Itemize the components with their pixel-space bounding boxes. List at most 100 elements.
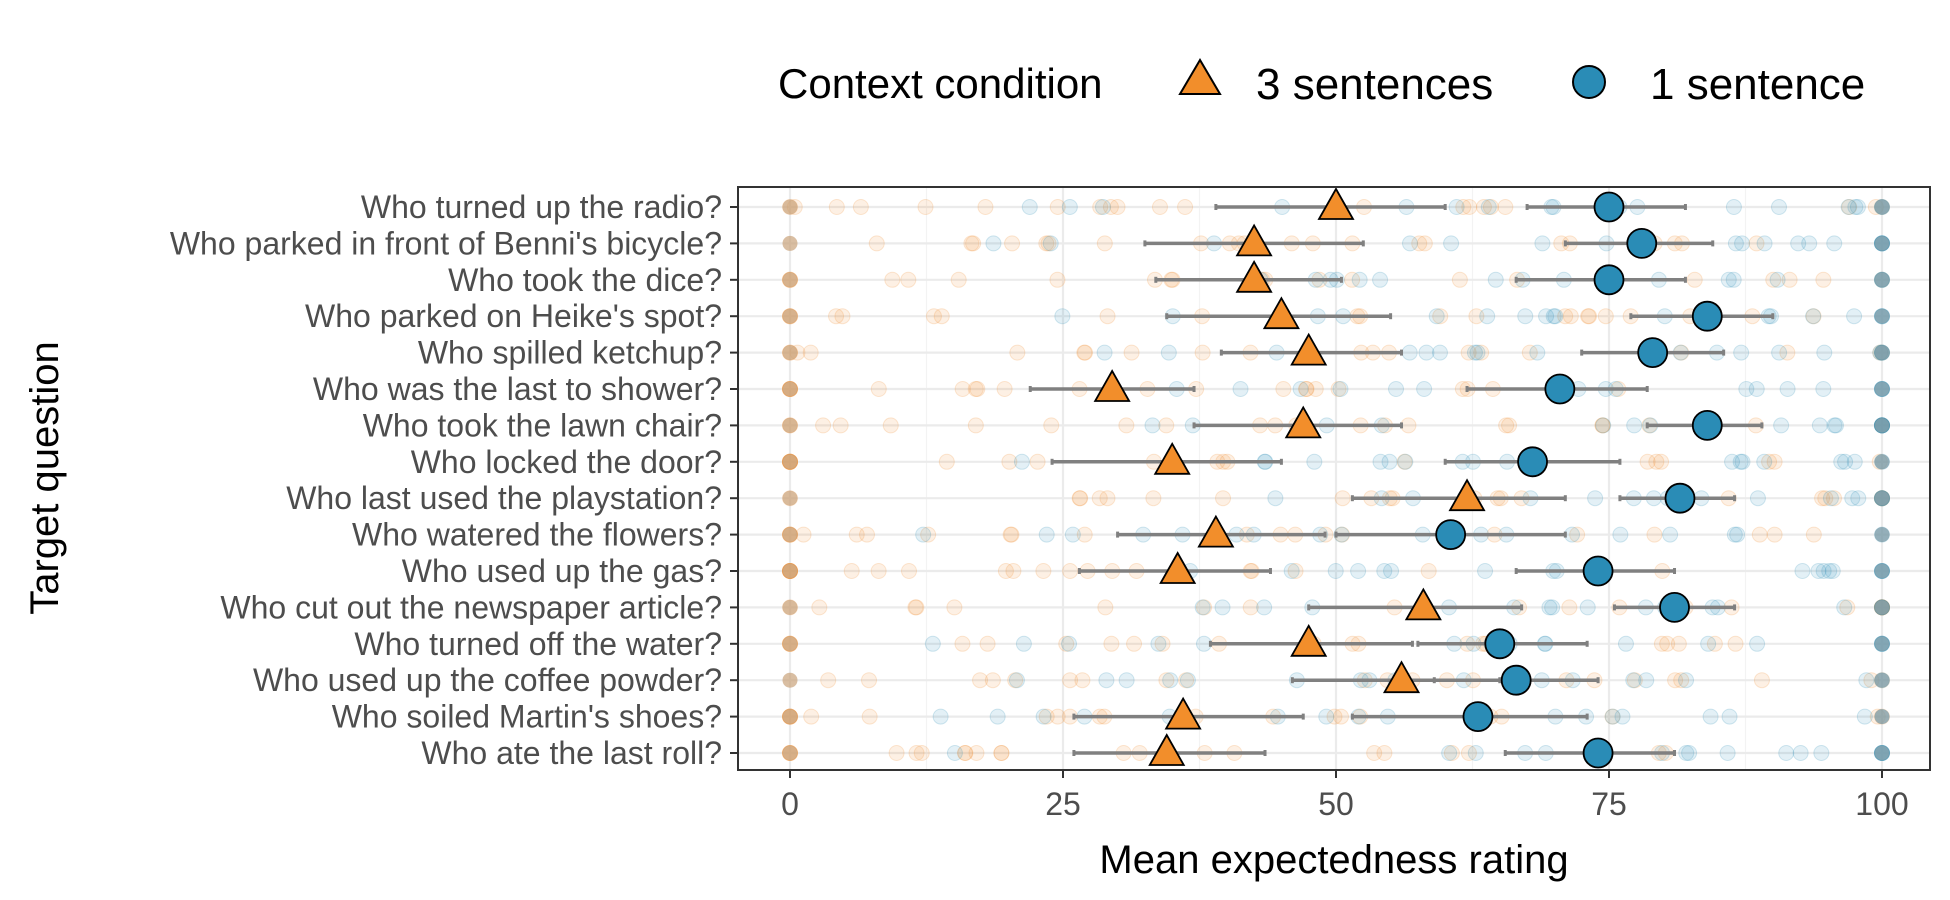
observation-point-1-sentence xyxy=(1397,453,1414,470)
observation-point-hundred xyxy=(1874,308,1890,324)
x-tick-label: 75 xyxy=(1591,786,1627,822)
observation-point-1-sentence xyxy=(1856,708,1873,725)
observation-point-1-sentence xyxy=(1815,381,1832,397)
mean-point-1-sentence xyxy=(1462,701,1494,732)
observation-point-3-sentences xyxy=(882,417,899,434)
observation-point-hundred xyxy=(1874,345,1890,361)
observation-point-zero xyxy=(782,308,798,324)
observation-point-1-sentence xyxy=(1827,417,1844,434)
legend: Context condition 3 sentences 1 sentence xyxy=(778,58,1865,109)
observation-point-3-sentences xyxy=(1396,453,1413,470)
observation-point-3-sentences xyxy=(828,308,845,325)
observation-point-3-sentences xyxy=(1766,526,1783,543)
y-tick-label: Who took the lawn chair? xyxy=(363,407,722,443)
mean-point-1-sentence xyxy=(1435,519,1467,550)
observation-point-1-sentence xyxy=(1118,672,1135,689)
observation-point-3-sentences xyxy=(1501,417,1518,434)
observation-point-zero xyxy=(782,345,798,361)
mean-point-1-sentence xyxy=(1582,555,1614,587)
observation-point-1-sentence xyxy=(1194,599,1211,616)
observation-point-3-sentences xyxy=(946,599,963,616)
observation-point-3-sentences xyxy=(1326,708,1343,725)
observation-point-1-sentence xyxy=(1844,490,1861,507)
observation-point-3-sentences xyxy=(815,417,832,434)
observation-point-1-sentence xyxy=(1702,708,1719,725)
observation-point-1-sentence xyxy=(985,235,1002,252)
observation-point-1-sentence xyxy=(1748,381,1765,397)
observation-point-hundred xyxy=(1874,490,1890,506)
observation-point-3-sentences xyxy=(1475,199,1492,215)
observation-point-1-sentence xyxy=(1815,563,1832,579)
observation-point-3-sentences xyxy=(1604,708,1621,725)
observation-point-3-sentences xyxy=(925,308,942,325)
observation-point-3-sentences xyxy=(1432,308,1449,325)
observation-point-1-sentence xyxy=(1448,199,1465,215)
observation-point-1-sentence xyxy=(1064,526,1081,543)
observation-point-hundred xyxy=(1874,636,1890,652)
observation-point-1-sentence xyxy=(1418,344,1435,361)
observation-point-3-sentences xyxy=(1074,672,1091,689)
observation-point-1-sentence xyxy=(1734,235,1751,252)
observation-point-3-sentences xyxy=(1653,635,1670,652)
observation-point-3-sentences xyxy=(1659,635,1676,652)
observation-point-1-sentence xyxy=(1837,453,1854,470)
observation-point-1-sentence xyxy=(1849,199,1866,215)
observation-point-zero xyxy=(782,672,798,688)
observation-point-3-sentences xyxy=(1461,199,1478,215)
mean-point-3-sentences xyxy=(1448,478,1486,512)
observation-point-3-sentences xyxy=(1009,344,1026,361)
observation-point-3-sentences xyxy=(977,199,994,215)
observation-point-zero xyxy=(782,235,798,251)
x-tick-label: 0 xyxy=(781,786,799,822)
observation-point-1-sentence xyxy=(1681,745,1698,761)
observation-point-3-sentences xyxy=(917,199,934,215)
observation-point-3-sentences xyxy=(1765,271,1782,288)
observation-point-1-sentence xyxy=(1858,672,1875,689)
observation-point-3-sentences xyxy=(1468,308,1485,325)
observation-point-3-sentences xyxy=(1178,672,1195,689)
observation-point-3-sentences xyxy=(1673,672,1690,689)
observation-point-1-sentence xyxy=(1150,635,1167,652)
observation-point-3-sentences xyxy=(1077,344,1094,361)
y-tick-label: Who soiled Martin's shoes? xyxy=(332,699,722,735)
observation-point-1-sentence xyxy=(1749,635,1766,652)
mean-point-3-sentences xyxy=(1093,369,1131,402)
observation-point-1-sentence xyxy=(1469,344,1486,361)
observation-point-3-sentences xyxy=(1158,672,1175,689)
observation-point-1-sentence xyxy=(1846,453,1863,470)
observation-point-1-sentence xyxy=(1727,235,1744,252)
observation-point-3-sentences xyxy=(832,417,849,434)
mean-point-3-sentences xyxy=(1382,660,1421,694)
observation-point-3-sentences xyxy=(1667,672,1684,689)
x-tick-label: 50 xyxy=(1318,786,1354,822)
observation-point-3-sentences xyxy=(1242,599,1259,616)
observation-point-3-sentences xyxy=(967,381,984,397)
mean-point-3-sentences xyxy=(1290,332,1328,366)
observation-point-hundred xyxy=(1874,527,1890,543)
observation-point-3-sentences xyxy=(848,526,865,543)
observation-point-3-sentences xyxy=(861,708,878,725)
mean-point-1-sentence xyxy=(1544,373,1576,405)
observation-point-3-sentences xyxy=(996,381,1013,397)
observation-point-1-sentence xyxy=(1721,708,1738,725)
observation-point-1-sentence xyxy=(1625,672,1642,689)
observation-point-1-sentence xyxy=(1038,526,1055,543)
observation-point-3-sentences xyxy=(968,745,985,761)
observation-point-3-sentences xyxy=(1076,344,1093,361)
observation-point-1-sentence xyxy=(1846,308,1863,325)
y-tick-label: Who parked on Heike's spot? xyxy=(305,298,722,334)
observation-point-zero xyxy=(782,490,798,506)
observation-point-1-sentence xyxy=(1383,563,1400,579)
y-tick-label: Who last used the playstation? xyxy=(286,480,722,516)
observation-point-3-sentences xyxy=(1091,490,1108,507)
observation-point-3-sentences xyxy=(1766,453,1783,470)
observation-point-3-sentences xyxy=(802,344,819,361)
observation-point-3-sentences xyxy=(900,563,917,579)
observation-point-1-sentence xyxy=(1587,490,1604,507)
observation-point-3-sentences xyxy=(1049,271,1066,288)
mean-point-1-sentence xyxy=(1691,300,1723,332)
observation-point-1-sentence xyxy=(1778,745,1795,761)
observation-point-1-sentence xyxy=(1013,453,1030,470)
observation-point-1-sentence xyxy=(1700,635,1717,652)
y-tick-label: Who turned off the water? xyxy=(354,626,722,662)
